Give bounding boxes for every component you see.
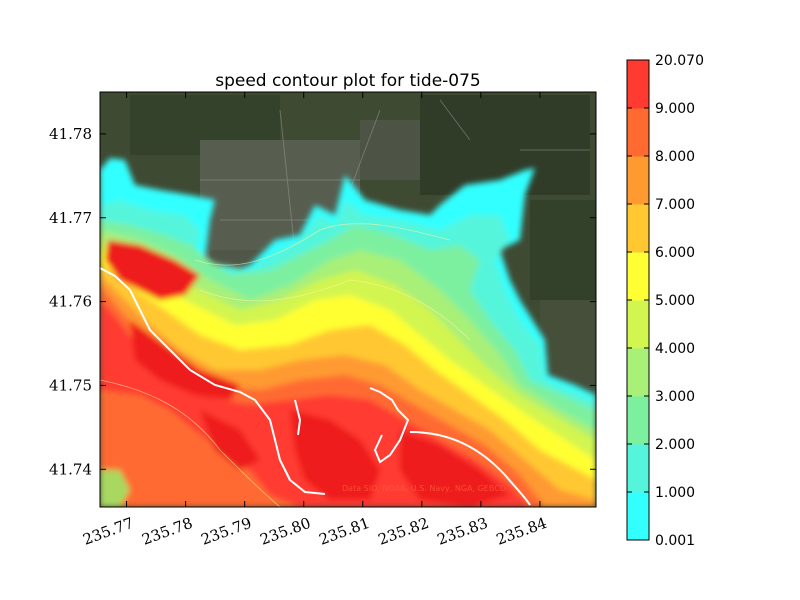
x-tick-label: 235.81: [317, 514, 372, 549]
chart-title: speed contour plot for tide-075: [215, 71, 481, 91]
colorbar-band: [627, 60, 649, 109]
y-tick-label: 41.77: [49, 209, 92, 227]
x-tick-label: 235.82: [376, 514, 431, 549]
colorbar-label: 1.000: [655, 485, 695, 501]
y-tick-label: 41.74: [49, 460, 92, 478]
band-10b: [130, 320, 240, 400]
colorbar-label: 20.070: [655, 53, 704, 69]
x-tick-label: 235.77: [80, 514, 135, 549]
band-10a: [105, 240, 200, 300]
y-tick-label: 41.78: [49, 125, 92, 143]
colorbar-label: 3.000: [655, 389, 695, 405]
x-tick-label: 235.79: [199, 514, 254, 549]
colorbar-label: 2.000: [655, 437, 695, 453]
colorbar-label: 4.000: [655, 341, 695, 357]
colorbar-band: [627, 108, 649, 157]
colorbar: 0.001 1.000 2.000 3.000 4.000 5.000 6.000 7.000…: [626, 53, 704, 549]
x-tick-label: 235.80: [258, 514, 313, 549]
colorbar-band: [627, 156, 649, 205]
x-tick-label: 235.84: [494, 514, 549, 549]
colorbar-band: [627, 444, 649, 493]
plot-area: Data SIO, NOAA, U.S. Navy, NGA, GEBCO: [100, 92, 596, 507]
band-10d: [400, 430, 510, 507]
colorbar-label: 0.001: [655, 533, 695, 549]
colorbar-band: [627, 492, 649, 541]
x-tick-label: 235.78: [139, 514, 194, 549]
colorbar-label: 9.000: [655, 101, 695, 117]
colorbar-label: 8.000: [655, 149, 695, 165]
colorbar-band: [627, 300, 649, 349]
band-10c: [290, 410, 380, 500]
plot-frame: [99, 91, 597, 508]
colorbar-band: [627, 396, 649, 445]
x-tick-label: 235.83: [435, 514, 490, 549]
colorbar-band: [627, 252, 649, 301]
colorbar-label: 5.000: [655, 293, 695, 309]
y-tick-label: 41.75: [49, 376, 92, 394]
colorbar-label: 6.000: [655, 245, 695, 261]
y-axis: 41.74 41.75 41.76 41.77 41.78: [49, 125, 596, 478]
colorbar-band: [627, 348, 649, 397]
band-10e: [200, 410, 260, 470]
colorbar-band: [627, 204, 649, 253]
coastline: [100, 267, 531, 506]
speed-field: [100, 158, 596, 507]
band-sw: [100, 470, 130, 507]
y-tick-label: 41.76: [49, 293, 92, 311]
contour-lines: [100, 223, 471, 507]
map-attribution: Data SIO, NOAA, U.S. Navy, NGA, GEBCO: [342, 484, 506, 493]
colorbar-label: 7.000: [655, 197, 695, 213]
